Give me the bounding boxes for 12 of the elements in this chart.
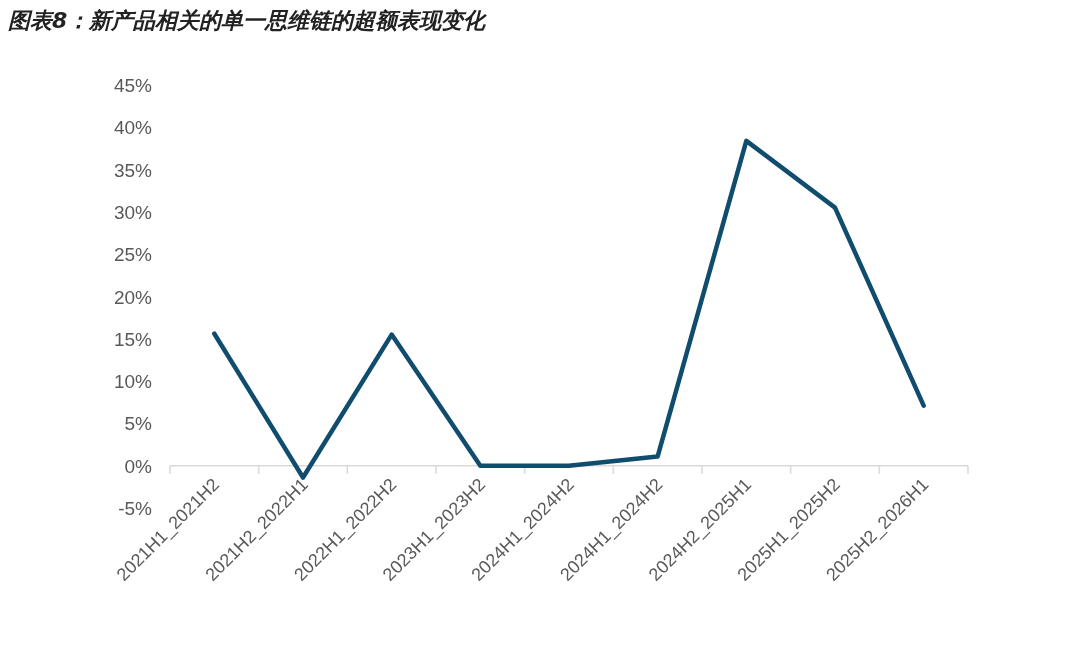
y-tick-label: 5%	[124, 413, 153, 435]
line-series	[212, 138, 926, 480]
y-tick-label: 25%	[113, 244, 153, 266]
y-tick-label: 40%	[113, 117, 153, 139]
y-tick-label: 0%	[124, 455, 153, 477]
y-tick-label: 30%	[113, 201, 153, 223]
y-tick-label: 45%	[113, 75, 153, 96]
y-tick-label: 10%	[113, 371, 153, 393]
chart-title: 图表8：新产品相关的单一思维链的超额表现变化	[8, 8, 488, 33]
y-tick-label: 35%	[113, 159, 153, 181]
y-tick-label: 15%	[113, 328, 153, 350]
y-tick-label: 20%	[113, 286, 153, 308]
